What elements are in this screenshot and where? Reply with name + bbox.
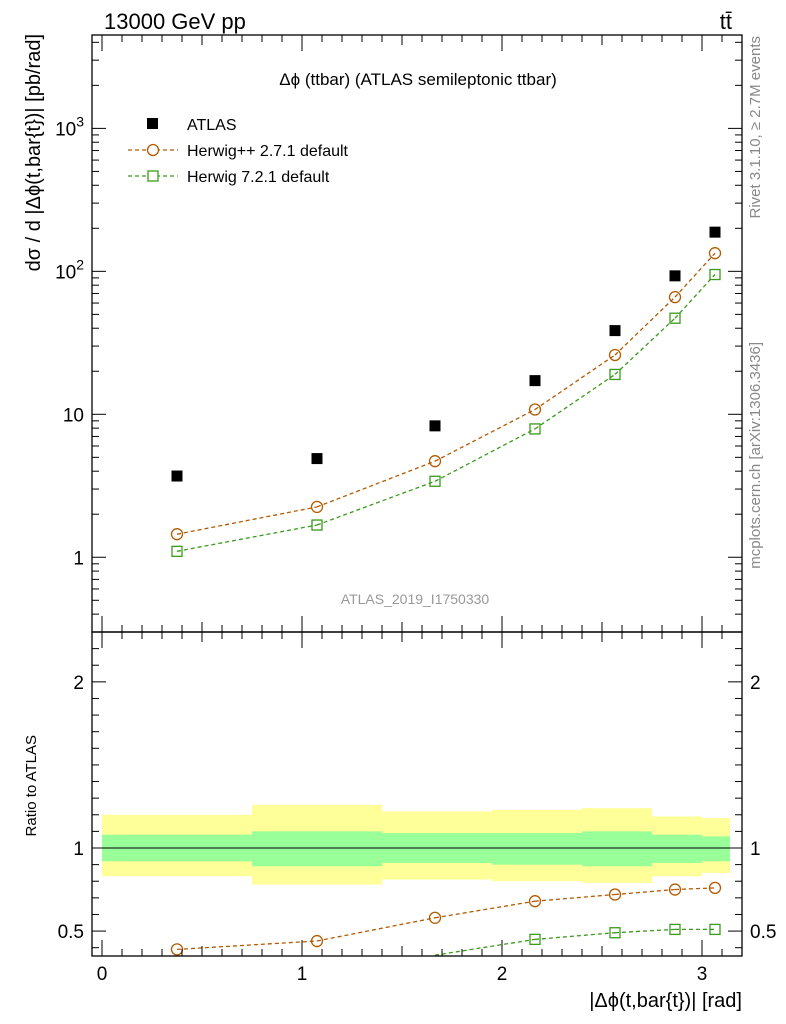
y-tick-label: 103 <box>55 113 84 140</box>
x-tick-label: 1 <box>297 964 308 985</box>
herwig7-point <box>609 368 621 381</box>
herwig7-point <box>709 268 721 281</box>
uncertainty-band-inner <box>252 831 382 867</box>
ratio-herwigpp-point <box>708 881 722 895</box>
x-tick-label: 3 <box>697 964 708 985</box>
mcplots-label: mcplots.cern.ch [arXiv:1306.3436] <box>747 342 764 569</box>
uncertainty-band-inner <box>492 833 582 865</box>
ratio-herwigpp-point <box>528 895 542 908</box>
x-tick-label: 2 <box>497 964 508 985</box>
y-tick-label: 1 <box>73 548 84 569</box>
herwigpp-point <box>528 403 542 416</box>
main-series-line <box>176 252 716 535</box>
herwig7-point <box>669 312 681 324</box>
herwig7-point <box>429 475 441 487</box>
ratio-plot-frame <box>91 631 743 957</box>
x-axis-label: |Δϕ(t,bar{t})| [rad] <box>589 990 742 1012</box>
rivet-label: Rivet 3.1.10, ≥ 2.7M events <box>747 36 764 219</box>
y-axis-label-ratio: Ratio to ATLAS <box>23 735 40 836</box>
ratio-y-tick-label-left: 0.5 <box>58 922 84 943</box>
herwigpp-point <box>708 247 722 260</box>
uncertainty-band-inner <box>702 836 730 862</box>
legend-herwigpp-label: Herwig++ 2.7.1 default <box>187 143 349 160</box>
legend-herwigpp-marker <box>146 143 160 157</box>
legend-atlas-label: ATLAS <box>187 117 237 134</box>
ratio-y-tick-label-left: 1 <box>73 839 84 860</box>
ratio-herwig7-point <box>669 923 681 936</box>
herwig7-point <box>171 545 183 557</box>
atlas-data-point <box>609 325 621 337</box>
ratio-herwig7-point <box>609 927 621 939</box>
uncertainty-band-inner <box>652 834 702 863</box>
chart-title: Δϕ (ttbar) (ATLAS semileptonic ttbar) <box>279 70 557 89</box>
y-tick-label: 10 <box>63 405 84 426</box>
ratio-y-tick-label-right: 2 <box>750 673 761 694</box>
ratio-herwigpp-point <box>310 934 324 948</box>
ratio-series-line <box>434 928 715 956</box>
legend: ATLAS Herwig++ 2.7.1 default Herwig 7.2.… <box>128 117 349 186</box>
ratio-herwigpp-point <box>608 888 622 901</box>
ratio-y-tick-label-right: 0.5 <box>750 922 776 943</box>
x-tick-label: 0 <box>97 964 108 985</box>
atlas-data-point <box>429 420 441 432</box>
ratio-y-tick-label-right: 1 <box>750 839 761 860</box>
herwigpp-point <box>428 455 442 468</box>
atlas-data-point <box>311 453 323 465</box>
herwig7-point <box>311 519 323 531</box>
atlas-data-point <box>171 470 183 482</box>
legend-herwig7-label: Herwig 7.2.1 default <box>187 169 330 186</box>
herwigpp-point <box>310 500 324 514</box>
herwigpp-point <box>668 290 682 304</box>
watermark-label: ATLAS_2019_I1750330 <box>341 591 490 607</box>
legend-herwig7-marker <box>147 170 159 182</box>
ratio-herwigpp-point <box>428 911 442 924</box>
process-label: tt̄ <box>720 9 732 34</box>
atlas-data-point <box>529 375 541 387</box>
ratio-herwig7-point <box>529 933 541 946</box>
energy-label: 13000 GeV pp <box>104 9 246 34</box>
uncertainty-band-inner <box>582 831 652 867</box>
main-series-line <box>176 274 716 552</box>
atlas-data-point <box>709 226 721 238</box>
herwigpp-point <box>608 348 622 362</box>
atlas-data-point <box>669 270 681 282</box>
ratio-herwigpp-point <box>668 883 682 896</box>
y-axis-label-main: dσ / d |Δϕ(t,bar{t})| [pb/rad] <box>23 34 45 271</box>
ratio-y-tick-label-left: 2 <box>73 673 84 694</box>
y-tick-label: 102 <box>55 256 84 283</box>
legend-atlas-marker <box>147 118 158 129</box>
ratio-herwig7-point <box>709 923 721 936</box>
herwig7-point <box>529 423 541 435</box>
ratio-series-line <box>176 887 716 951</box>
herwigpp-point <box>170 528 184 541</box>
